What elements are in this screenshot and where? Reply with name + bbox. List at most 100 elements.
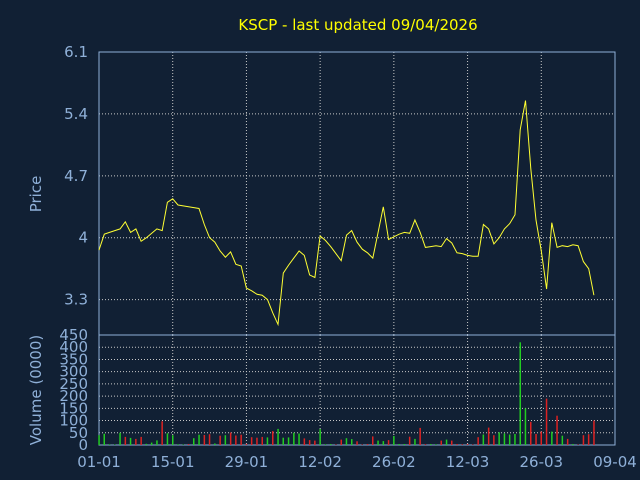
volume-bar <box>519 342 521 445</box>
price-tick-label: 4.7 <box>64 167 88 185</box>
volume-bar <box>256 437 258 445</box>
volume-bar <box>214 443 216 445</box>
volume-tick-label: 150 <box>59 399 88 417</box>
volume-bar <box>145 443 148 445</box>
volume-bar <box>461 444 464 445</box>
volume-bar <box>250 437 253 445</box>
volume-bar <box>424 444 427 445</box>
volume-bar <box>277 428 279 445</box>
volume-bar <box>224 435 227 445</box>
volume-bar <box>572 444 574 445</box>
price-tick-label: 4 <box>78 229 88 247</box>
volume-bar <box>524 408 527 445</box>
volume-bar <box>482 434 485 445</box>
volume-bar <box>445 439 448 445</box>
volume-bar <box>293 432 295 445</box>
price-tick-label: 6.1 <box>64 43 88 61</box>
volume-axis-label: Volume (0000) <box>27 335 45 445</box>
volume-bar <box>403 444 406 445</box>
volume-bar <box>545 398 548 445</box>
volume-bar <box>124 436 127 445</box>
volume-bar <box>408 436 411 445</box>
volume-bar <box>282 437 284 445</box>
volume-bar <box>345 438 348 445</box>
volume-bar <box>393 436 395 445</box>
volume-bars <box>98 342 595 445</box>
x-tick-label: 09-04 <box>593 453 637 471</box>
x-tick-label: 29-01 <box>225 453 269 471</box>
volume-tick-label: 50 <box>69 424 88 442</box>
volume-bar <box>98 435 100 445</box>
price-plot-frame <box>98 51 616 336</box>
volume-tick-label: 300 <box>59 363 88 381</box>
volume-bar <box>382 441 385 445</box>
volume-bar <box>114 444 116 445</box>
volume-bar <box>593 420 595 445</box>
volume-tick-label: 250 <box>59 375 88 393</box>
volume-tick-label: 100 <box>59 412 88 430</box>
x-axis: 01-01 15-01 29-01 12-02 26-02 12-03 26-03 09-04 <box>77 453 637 471</box>
volume-tick-label: 350 <box>59 350 88 368</box>
volume-tick-label: 0 <box>78 436 88 454</box>
volume-bar <box>556 415 558 445</box>
volume-bar <box>582 435 585 445</box>
volume-bar <box>366 444 369 445</box>
price-axis-label: Price <box>27 176 45 213</box>
volume-bar <box>129 437 132 445</box>
volume-bar <box>472 444 474 445</box>
x-tick-label: 26-02 <box>372 453 416 471</box>
volume-plot-frame <box>98 334 616 446</box>
volume-bar <box>351 439 353 445</box>
volume-bar <box>508 434 511 445</box>
price-gridlines <box>99 52 615 335</box>
volume-bar <box>161 421 163 445</box>
volume-bar <box>314 440 316 445</box>
volume-tick-label: 400 <box>59 338 88 356</box>
x-tick-label: 12-03 <box>446 453 490 471</box>
volume-bar <box>530 421 532 445</box>
volume-bar <box>503 433 506 445</box>
volume-bar <box>166 433 169 445</box>
volume-tick-label: 200 <box>59 387 88 405</box>
volume-gridlines <box>99 335 615 445</box>
volume-bar <box>177 444 179 445</box>
volume-bar <box>566 438 569 445</box>
volume-bar <box>361 444 363 445</box>
volume-bar <box>245 443 248 445</box>
volume-bar <box>235 435 237 445</box>
volume-bar <box>298 433 300 445</box>
volume-bar <box>208 434 211 445</box>
x-tick-label: 26-03 <box>519 453 563 471</box>
volume-bar <box>240 434 242 445</box>
volume-bar <box>340 439 342 445</box>
volume-tick-label: 450 <box>59 326 88 344</box>
volume-bar <box>356 441 358 445</box>
volume-bar <box>487 427 490 445</box>
volume-bar <box>108 444 111 445</box>
volume-bar <box>335 444 337 445</box>
volume-bar <box>456 444 458 445</box>
volume-bar <box>319 429 321 445</box>
price-y-axis: 6.1 5.4 4.7 4 3.3 <box>64 43 88 309</box>
volume-bar <box>156 440 158 445</box>
volume-bar <box>466 444 469 445</box>
volume-bar <box>266 437 269 445</box>
volume-bar <box>435 444 437 445</box>
volume-bar <box>198 434 200 445</box>
volume-bar <box>430 444 432 445</box>
volume-bar <box>187 444 190 445</box>
volume-bar <box>398 444 400 445</box>
volume-bar <box>535 434 537 445</box>
volume-bar <box>150 442 153 445</box>
volume-bar <box>587 434 590 445</box>
volume-bar <box>561 435 564 445</box>
volume-bar <box>303 438 306 445</box>
price-line <box>98 100 595 327</box>
volume-bar <box>540 431 542 445</box>
volume-bar <box>287 437 290 445</box>
volume-bar <box>577 444 579 445</box>
volume-bar <box>219 435 221 445</box>
volume-bar <box>119 432 121 445</box>
